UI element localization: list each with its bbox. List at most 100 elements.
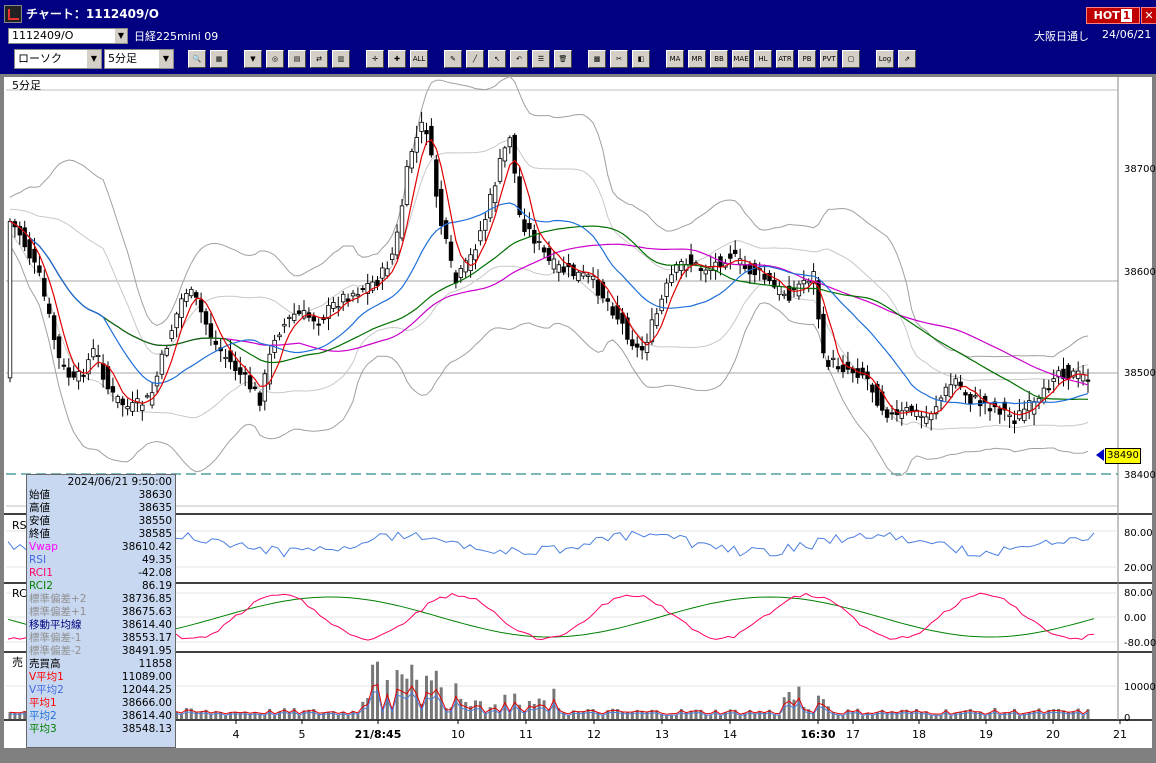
volume-bar xyxy=(243,711,247,719)
data-window-value: 38630 xyxy=(138,489,172,501)
close-button[interactable]: ✕ xyxy=(1141,7,1156,24)
candle-body xyxy=(438,188,444,226)
window-titlebar: チャート：1112409/O HOT 1 ✕ xyxy=(0,0,1156,26)
volume-bar xyxy=(625,711,629,719)
hot-button[interactable]: HOT 1 xyxy=(1086,7,1140,24)
toolbar-trash-button[interactable]: 🗑 xyxy=(554,50,572,68)
volume-bar xyxy=(866,713,869,719)
volume-bar xyxy=(880,709,884,719)
candle-body xyxy=(100,363,106,380)
volume-bar xyxy=(934,715,938,719)
data-window-key: V平均2 xyxy=(29,684,64,696)
toolbar-cross2-button[interactable]: ✚ xyxy=(388,50,406,68)
data-window-value: 86.19 xyxy=(141,580,172,592)
toolbar-line-button[interactable]: ╱ xyxy=(466,50,484,68)
volume-bar xyxy=(527,700,531,719)
toolbar-cross1-button[interactable]: ✛ xyxy=(366,50,384,68)
candle-body xyxy=(512,134,517,174)
toolbar-tool-button[interactable]: ✂ xyxy=(610,50,628,68)
volume-bar xyxy=(478,701,482,719)
volume-bar xyxy=(204,709,208,719)
candle-body xyxy=(424,130,429,135)
data-window-row: V平均2 12044.25 xyxy=(27,684,175,697)
volume-bar xyxy=(640,710,644,719)
candle-body xyxy=(605,298,610,302)
volume-bar xyxy=(175,711,179,719)
candle-body xyxy=(502,147,508,162)
volume-bar xyxy=(709,714,713,719)
candle-body xyxy=(154,375,160,387)
chevron-down-icon[interactable]: ▼ xyxy=(159,50,173,68)
chart-type-select[interactable]: ローソク ▼ xyxy=(14,49,102,69)
toolbar-undo-button[interactable]: ↶ xyxy=(510,50,528,68)
candle-body xyxy=(870,384,875,393)
toolbar-btn-pvt-button[interactable]: PVT xyxy=(820,50,838,68)
toolbar-cursor-button[interactable]: ↖ xyxy=(488,50,506,68)
chevron-down-icon[interactable]: ▼ xyxy=(87,50,101,68)
symbol-select[interactable]: 1112409/O ▼ xyxy=(8,28,128,44)
chart-area[interactable]: 5分足 RS RC 売 38700 38600 38500 38400 80.0… xyxy=(0,74,1156,760)
toolbar-zoom-button[interactable]: 🔍 xyxy=(188,50,206,68)
volume-bar xyxy=(714,709,718,719)
data-window-key: 終値 xyxy=(29,528,50,540)
candle-body xyxy=(478,230,483,242)
data-window-value: 38610.42 xyxy=(121,541,172,553)
candle-body xyxy=(556,264,561,273)
toolbar-btn-pb-button[interactable]: PB xyxy=(798,50,816,68)
session-name: 大阪日通し xyxy=(1034,30,1089,43)
toolbar-pen-button[interactable]: ✎ xyxy=(444,50,462,68)
candle-body xyxy=(1051,378,1056,383)
toolbar-btn-ma-button[interactable]: MA xyxy=(666,50,684,68)
toolbar-btn-mr-button[interactable]: MR xyxy=(688,50,706,68)
chart-canvas[interactable]: 5分足 RS RC 売 38700 38600 38500 38400 80.0… xyxy=(0,74,1156,760)
candle-body xyxy=(737,258,743,265)
toolbar-ind2-button[interactable]: ◎ xyxy=(266,50,284,68)
volume-bar xyxy=(616,709,620,719)
candle-body xyxy=(262,373,267,402)
toolbar-btn-export-button[interactable]: ⇗ xyxy=(898,50,916,68)
candle-body xyxy=(669,274,674,283)
data-window-key: 平均2 xyxy=(29,710,57,722)
toolbar-ind5-button[interactable]: ▥ xyxy=(332,50,350,68)
toolbar-ind3-button[interactable]: ▤ xyxy=(288,50,306,68)
toolbar-grid-button[interactable]: ▩ xyxy=(588,50,606,68)
volume-bar xyxy=(464,702,468,719)
toolbar-all-button[interactable]: ALL xyxy=(410,50,428,68)
volume-bar xyxy=(444,708,448,719)
interval-select[interactable]: 5分足 ▼ xyxy=(104,49,174,69)
average3-line xyxy=(9,220,1089,400)
x-tick-label: 4 xyxy=(233,728,240,741)
toolbar-btn-bb-button[interactable]: BB xyxy=(710,50,728,68)
data-window-value: 38491.95 xyxy=(121,645,172,657)
candle-body xyxy=(1046,388,1051,391)
volume-bar xyxy=(253,712,257,719)
volume-bar xyxy=(1071,711,1075,719)
volume-bar xyxy=(219,712,223,719)
candle-body xyxy=(174,313,179,329)
toolbar-btn-mae-button[interactable]: MAE xyxy=(732,50,750,68)
toolbar-ind1-button[interactable]: ▼ xyxy=(244,50,262,68)
toolbar-layout-button[interactable]: ▦ xyxy=(210,50,228,68)
toolbar-btn-hl-button[interactable]: HL xyxy=(754,50,772,68)
chevron-down-icon[interactable]: ▼ xyxy=(115,29,127,43)
toolbar-list-button[interactable]: ☰ xyxy=(532,50,550,68)
candle-body xyxy=(899,410,904,419)
volume-bar xyxy=(317,713,321,719)
data-window-value: 38550 xyxy=(138,515,172,527)
candle-body xyxy=(71,371,76,378)
data-window-value: 38666.00 xyxy=(121,697,172,709)
candle-body xyxy=(296,310,302,314)
toolbar-btn-atr-button[interactable]: ATR xyxy=(776,50,794,68)
volume-bar xyxy=(748,709,752,719)
candle-body xyxy=(448,241,454,261)
toolbar-ind4-button[interactable]: ⇄ xyxy=(310,50,328,68)
candle-body xyxy=(659,298,664,312)
volume-bar xyxy=(699,709,703,719)
candle-body xyxy=(213,340,218,345)
candle-body xyxy=(203,311,209,325)
toolbar-btn-box-button[interactable]: ▢ xyxy=(842,50,860,68)
toolbar-btn-log-button[interactable]: Log xyxy=(876,50,894,68)
volume-bar xyxy=(336,714,340,719)
toolbar-color-button[interactable]: ◧ xyxy=(632,50,650,68)
data-window-row: 平均2 38614.40 xyxy=(27,710,175,723)
